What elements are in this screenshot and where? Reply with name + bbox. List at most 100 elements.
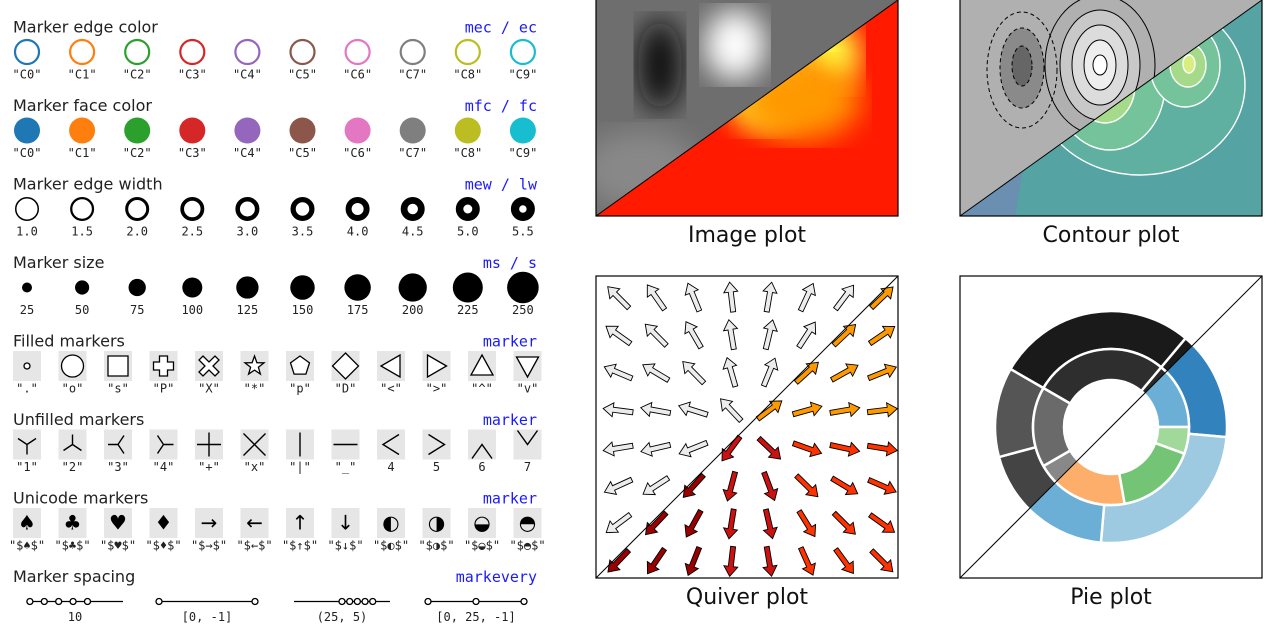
marker — [455, 197, 480, 221]
item-label: 3.0 — [237, 225, 259, 239]
marker — [516, 430, 539, 446]
spacing-marker — [251, 597, 259, 606]
marker-item — [289, 117, 316, 144]
quiver-arrow — [832, 284, 855, 312]
marker-item — [509, 38, 537, 66]
item-label: "$♦$" — [145, 539, 181, 553]
diagonal — [959, 275, 1263, 579]
marker-item — [124, 117, 151, 144]
item-label: "C4" — [233, 146, 262, 160]
marker: ♠ — [18, 511, 36, 535]
marker — [331, 352, 360, 380]
item-label: "$◒$" — [464, 539, 500, 553]
quiver-arrow — [833, 547, 854, 575]
marker-item — [510, 197, 535, 221]
item-label: "v" — [517, 382, 539, 396]
item-label: "p" — [289, 382, 311, 396]
marker-item — [234, 117, 261, 144]
item-label: "<" — [380, 382, 402, 396]
spacing-marker — [338, 597, 346, 606]
marker-item — [234, 38, 261, 66]
item-label: "D" — [335, 382, 357, 396]
quiver-plot — [595, 275, 899, 579]
item-label: "+" — [198, 460, 220, 474]
marker-item — [22, 282, 32, 293]
item-label: "C0" — [13, 68, 42, 82]
marker: ♣ — [64, 511, 82, 535]
marker — [471, 443, 493, 459]
quiver-arrow — [867, 477, 897, 495]
marker-item — [235, 197, 260, 221]
section-title: Unicode markers — [13, 489, 148, 508]
marker: ◒ — [473, 511, 490, 535]
marker-bg — [468, 508, 496, 538]
spacing-marker — [155, 597, 163, 606]
quiver-arrow — [603, 476, 634, 495]
quiver-arrow — [605, 511, 633, 534]
plot-title: Contour plot — [1043, 223, 1180, 248]
marker-bg — [58, 508, 87, 538]
item-label: "^" — [471, 382, 493, 396]
quiver-arrow — [642, 475, 671, 496]
marker-item — [399, 38, 426, 66]
marker-bg — [286, 508, 314, 538]
marker-item — [68, 38, 96, 66]
marker — [243, 354, 266, 376]
marker-item — [128, 278, 146, 297]
quiver-arrow — [722, 508, 739, 540]
quiver-arrow — [762, 281, 778, 313]
quiver-arrow — [796, 321, 817, 350]
item-label: "$◑$" — [418, 539, 454, 553]
marker — [243, 433, 266, 456]
item-label: "." — [16, 382, 38, 396]
item-label: "C5" — [288, 146, 317, 160]
item-label: 225 — [457, 303, 479, 317]
item-label: [0, 25, -1] — [436, 610, 515, 624]
item-label: 10 — [68, 610, 82, 624]
image-plot — [595, 0, 899, 217]
spacing-marker — [26, 597, 34, 606]
quiver-arrow — [723, 281, 739, 313]
quiver-arrow — [640, 441, 672, 457]
marker-item — [422, 429, 451, 460]
marker-item — [331, 429, 360, 460]
section-title: Marker spacing — [13, 567, 135, 586]
item-label: "C0" — [13, 146, 42, 160]
item-label: "$♣$" — [54, 539, 90, 553]
marker-item: ♥ — [104, 508, 132, 538]
plot-title: Pie plot — [1070, 585, 1152, 610]
item-label: 5 — [433, 460, 440, 474]
marker-item — [15, 197, 39, 221]
item-label: "|" — [289, 460, 311, 474]
quiver-arrow — [684, 508, 704, 538]
marker-item — [452, 272, 483, 303]
item-label: 25 — [20, 303, 34, 317]
marker — [509, 117, 536, 144]
marker-item — [344, 274, 371, 301]
section-tag: marker — [483, 490, 537, 508]
marker-cheatsheet: Marker edge color mec / ec "C0" "C1" "C2" "C3… — [9, 18, 546, 625]
marker: ◑ — [428, 511, 445, 535]
marker-item — [344, 38, 371, 66]
marker-bg — [377, 429, 405, 460]
marker — [510, 197, 535, 221]
marker-item — [58, 429, 87, 460]
marker — [398, 273, 427, 302]
quiver-arrow — [678, 439, 709, 458]
marker-item — [125, 197, 150, 221]
marker — [128, 278, 146, 297]
quiver-arrow — [684, 320, 704, 350]
marker-item — [455, 197, 480, 221]
marker-item — [286, 429, 314, 460]
section-tag: marker — [483, 411, 537, 429]
quiver-arrow — [607, 548, 632, 573]
item-label: "$↓$" — [327, 539, 363, 553]
item-label: "C2" — [123, 146, 152, 160]
marker-item — [507, 271, 539, 304]
marker-bg — [240, 508, 269, 538]
quiver-arrow — [761, 470, 779, 502]
item-label: "3" — [107, 460, 129, 474]
marker-item — [289, 38, 316, 66]
marker-item — [399, 117, 426, 144]
marker-bg — [377, 508, 405, 538]
